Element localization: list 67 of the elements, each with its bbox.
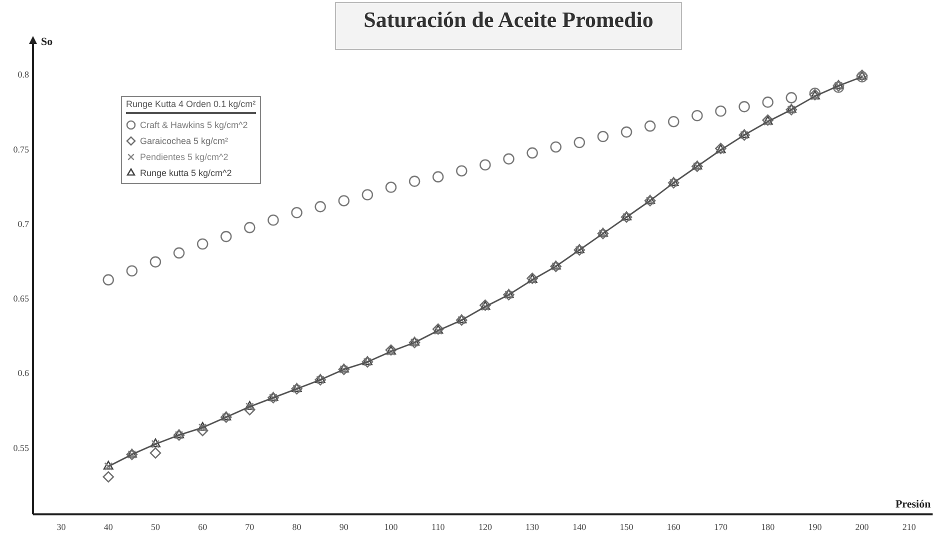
point [291, 207, 302, 218]
y-tick-label: 0.8 [18, 70, 30, 80]
x-tick-label: 160 [666, 522, 681, 532]
point [173, 247, 185, 259]
point [244, 404, 256, 416]
y-tick-label: 0.55 [13, 442, 30, 453]
point [102, 274, 114, 286]
text: Runge Kutta 4 Orden 0.1 kg/cm² [126, 99, 256, 109]
y-tick-label: 0.6 [18, 368, 30, 378]
point [408, 176, 420, 187]
x-tick-label: 180 [761, 522, 776, 532]
legend-label: Craft & Hawkins 5 kg/cm^2 [140, 120, 248, 130]
x-tick-label: 200 [855, 522, 870, 532]
x-tick-label: 30 [56, 522, 66, 532]
point [220, 230, 232, 242]
point [786, 92, 798, 104]
y-tick-label: 0.65 [13, 294, 30, 304]
point [385, 182, 397, 193]
point [268, 214, 279, 226]
point [762, 96, 774, 108]
x-tick-label: 150 [620, 522, 634, 532]
x-axis-title: Presión [895, 498, 931, 511]
point [362, 189, 374, 200]
point [692, 110, 703, 122]
chart-title: Saturación de Aceite Promedio [335, 2, 682, 50]
x-tick-label: 90 [339, 522, 349, 532]
x-tick-label: 40 [104, 522, 114, 532]
x-tick-label: 170 [714, 522, 728, 532]
point [244, 222, 256, 234]
x-tick-label: 70 [245, 522, 255, 532]
x-tick-label: 190 [808, 522, 822, 532]
point [150, 256, 162, 268]
x-tick-label: 130 [526, 522, 540, 532]
y-axis-title: So [41, 36, 54, 48]
point [597, 130, 609, 142]
point [102, 471, 114, 483]
point [480, 159, 491, 171]
point [196, 424, 208, 436]
point [126, 265, 138, 277]
point [668, 116, 680, 128]
x-tick-label: 120 [478, 522, 492, 532]
x-tick-label: 80 [292, 522, 302, 532]
point [314, 201, 326, 212]
legend-label: Garaicochea 5 kg/cm² [140, 136, 228, 146]
x-tick-label: 100 [384, 522, 398, 532]
x-tick-label: 210 [902, 522, 916, 532]
point [620, 126, 632, 138]
point [738, 101, 750, 112]
legend-label: Pendientes 5 kg/cm^2 [140, 152, 228, 162]
point [574, 136, 586, 148]
point [644, 120, 656, 132]
point [456, 165, 468, 177]
point [432, 171, 444, 182]
x-tick-label: 110 [432, 522, 446, 532]
x-tick-label: 60 [198, 522, 208, 532]
y-tick-label: 0.7 [18, 218, 30, 229]
point [150, 447, 162, 459]
point [196, 238, 208, 250]
point [526, 147, 538, 159]
x-tick-label: 50 [150, 522, 160, 532]
y-tick-label: 0.75 [13, 144, 30, 154]
point [550, 141, 562, 153]
point [715, 105, 726, 117]
point [338, 195, 350, 206]
point [503, 153, 514, 165]
x-tick-label: 140 [572, 522, 587, 532]
legend-label: Runge kutta 5 kg/cm^2 [140, 168, 232, 178]
